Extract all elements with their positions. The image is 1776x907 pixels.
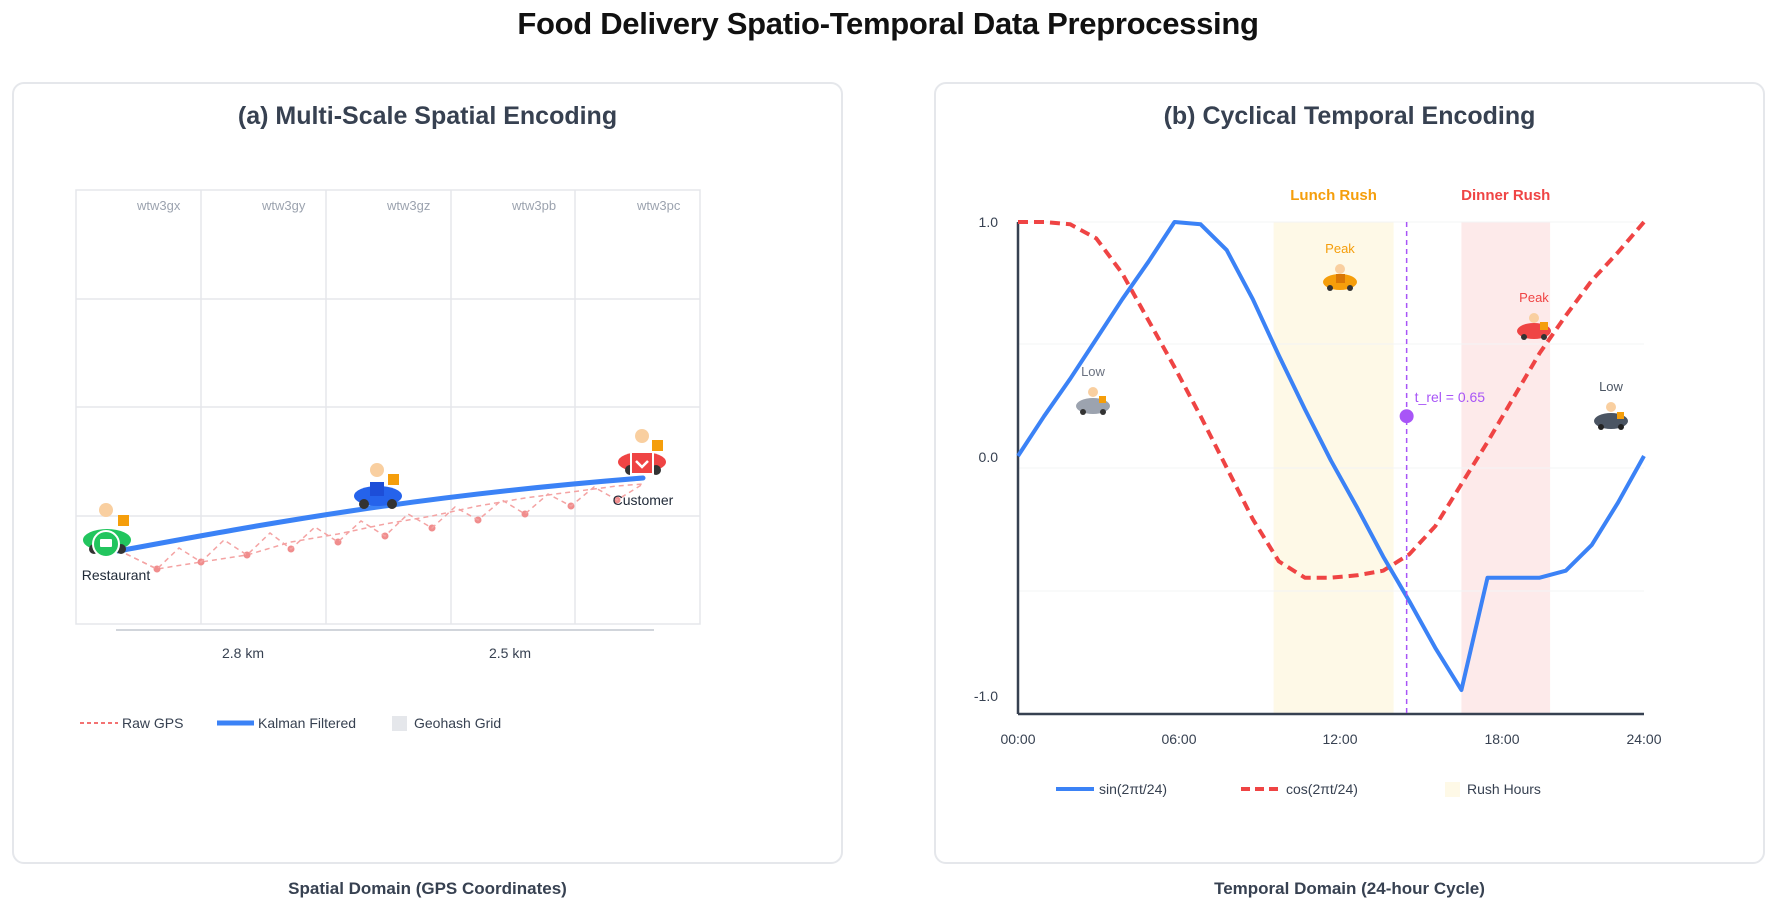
dinner-peak-scooter-icon: Peak	[1517, 290, 1551, 340]
geohash-label: wtw3pc	[636, 198, 681, 213]
legend-geohash-swatch	[392, 716, 407, 731]
legend-kalman: Kalman Filtered	[258, 715, 356, 731]
legend-rush-swatch	[1445, 782, 1460, 797]
late-low-scooter-icon: Low	[1594, 379, 1628, 430]
cos-series-line	[1018, 220, 1646, 580]
y-tick-label: -1.0	[974, 688, 998, 704]
temporal-legend: sin(2πt/24) cos(2πt/24) Rush Hours	[1056, 781, 1541, 797]
lunch-rush-label: Lunch Rush	[1290, 187, 1377, 204]
t-rel-marker-point	[1399, 409, 1414, 424]
low-label: Low	[1081, 364, 1105, 379]
legend-cos: cos(2πt/24)	[1286, 781, 1358, 797]
legend-raw-gps: Raw GPS	[122, 715, 183, 731]
dinner-rush-label: Dinner Rush	[1461, 187, 1550, 204]
t-rel-label: t_rel = 0.65	[1415, 389, 1486, 405]
legend-sin: sin(2πt/24)	[1099, 781, 1167, 797]
spatial-encoding-panel: (a) Multi-Scale Spatial Encoding wtw3gx …	[12, 82, 843, 864]
page-title: Food Delivery Spatio-Temporal Data Prepr…	[517, 6, 1259, 41]
x-tick-label: 24:00	[1626, 731, 1661, 747]
restaurant-label: Restaurant	[82, 567, 151, 583]
temporal-encoding-panel: (b) Cyclical Temporal Encoding Lunch Rus…	[934, 82, 1765, 864]
courier-scooter-icon	[354, 463, 402, 509]
geohash-label: wtw3gy	[261, 198, 306, 213]
x-tick-label: 06:00	[1161, 731, 1196, 747]
customer-label: Customer	[613, 492, 674, 508]
peak-label: Peak	[1519, 290, 1549, 305]
x-tick-label: 00:00	[1000, 731, 1035, 747]
lunch-peak-scooter-icon: Peak	[1323, 241, 1357, 291]
grid-lines	[76, 190, 700, 624]
temporal-chart-svg: Lunch Rush Dinner Rush 1.0 0.0 -1.0 00:0…	[974, 187, 1662, 797]
raw-gps-zigzag	[117, 483, 644, 570]
spatial-legend: Raw GPS Kalman Filtered Geohash Grid	[80, 715, 501, 731]
spatial-map-svg: wtw3gx wtw3gy wtw3gz wtw3pb wtw3pc	[75, 189, 701, 731]
temporal-caption: Temporal Domain (24-hour Cycle)	[1214, 879, 1485, 898]
spatial-caption: Spatial Domain (GPS Coordinates)	[288, 879, 567, 898]
customer-scooter-icon	[618, 429, 666, 475]
peak-label: Peak	[1325, 241, 1355, 256]
x-tick-label: 12:00	[1322, 731, 1357, 747]
chart-gridlines	[1018, 221, 1644, 592]
x-tick-label: 18:00	[1484, 731, 1519, 747]
distance-label: 2.5 km	[489, 645, 531, 661]
legend-geohash: Geohash Grid	[414, 715, 501, 731]
panel-b-title: (b) Cyclical Temporal Encoding	[1163, 102, 1536, 130]
sin-series-line	[1016, 220, 1646, 692]
restaurant-scooter-icon	[83, 503, 131, 558]
y-tick-label: 1.0	[979, 214, 999, 230]
geohash-label: wtw3pb	[511, 198, 556, 213]
kalman-filtered-path	[115, 475, 646, 554]
panel-a-title: (a) Multi-Scale Spatial Encoding	[237, 102, 618, 130]
y-tick-label: 0.0	[979, 449, 999, 465]
distance-label: 2.8 km	[222, 645, 264, 661]
geohash-label: wtw3gz	[386, 198, 430, 213]
legend-rush: Rush Hours	[1467, 781, 1541, 797]
geohash-label: wtw3gx	[136, 198, 181, 213]
low-label: Low	[1599, 379, 1623, 394]
low-demand-scooter-icon: Low	[1076, 364, 1110, 415]
